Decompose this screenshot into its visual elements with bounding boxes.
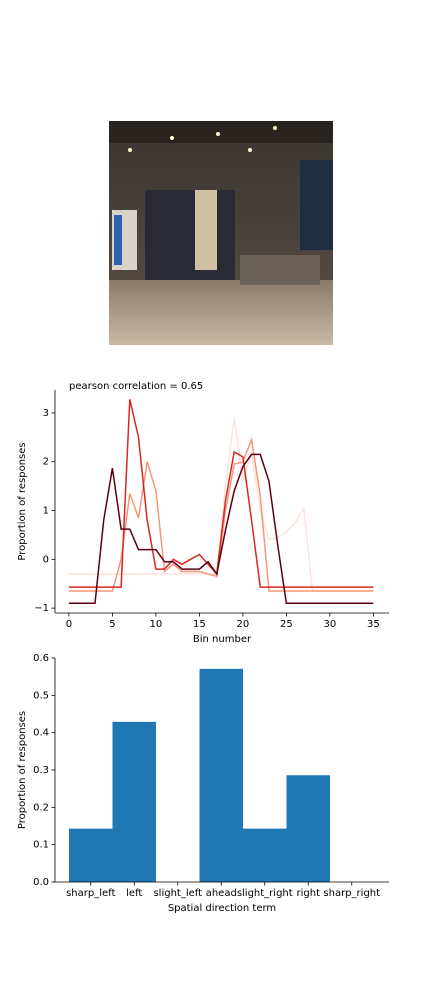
y-tick-label: 0 [43,554,49,565]
y-tick-label: 0.2 [33,802,49,813]
x-tick-label: right [297,888,321,899]
line-series [68,436,374,592]
x-tick-label: 20 [237,619,250,630]
y-axis-label: Proportion of responses [17,711,28,829]
y-tick-label: 0.6 [33,653,49,664]
y-axis-label: Proportion of responses [17,442,28,560]
bar [286,775,330,882]
x-tick-label: sharp_left [66,888,115,899]
bar [112,721,156,882]
y-tick-label: 1 [43,506,49,517]
y-tick-label: 0.4 [33,728,49,739]
x-tick-label: sharp_right [323,888,380,899]
line-series [68,417,374,592]
bar [69,828,113,882]
x-tick-label: slight_left [153,888,202,899]
y-tick-label: 0.0 [33,877,49,888]
x-tick-label: 10 [150,619,163,630]
line-series [68,453,374,604]
x-axis-label: Bin number [193,634,252,645]
photo [109,121,333,345]
x-tick-label: 5 [109,619,115,630]
x-axis-label: Spatial direction term [168,903,276,914]
y-tick-label: 0.3 [33,765,49,776]
x-tick-label: 30 [323,619,336,630]
y-tick-label: 3 [43,408,49,419]
x-tick-label: slight_right [237,888,293,899]
bar [243,828,287,882]
y-tick-label: 0.1 [33,840,49,851]
y-tick-label: 0.5 [33,690,49,701]
x-tick-label: left [126,888,142,899]
y-tick-label: 2 [43,457,49,468]
x-tick-label: 25 [280,619,293,630]
chart-title: pearson correlation = 0.65 [69,381,203,392]
bar [199,668,243,882]
line-series [68,399,374,588]
x-tick-label: 35 [367,619,380,630]
y-tick-label: −1 [34,603,49,614]
x-tick-label: 0 [66,619,72,630]
x-tick-label: ahead [206,888,237,899]
x-tick-label: 15 [193,619,206,630]
